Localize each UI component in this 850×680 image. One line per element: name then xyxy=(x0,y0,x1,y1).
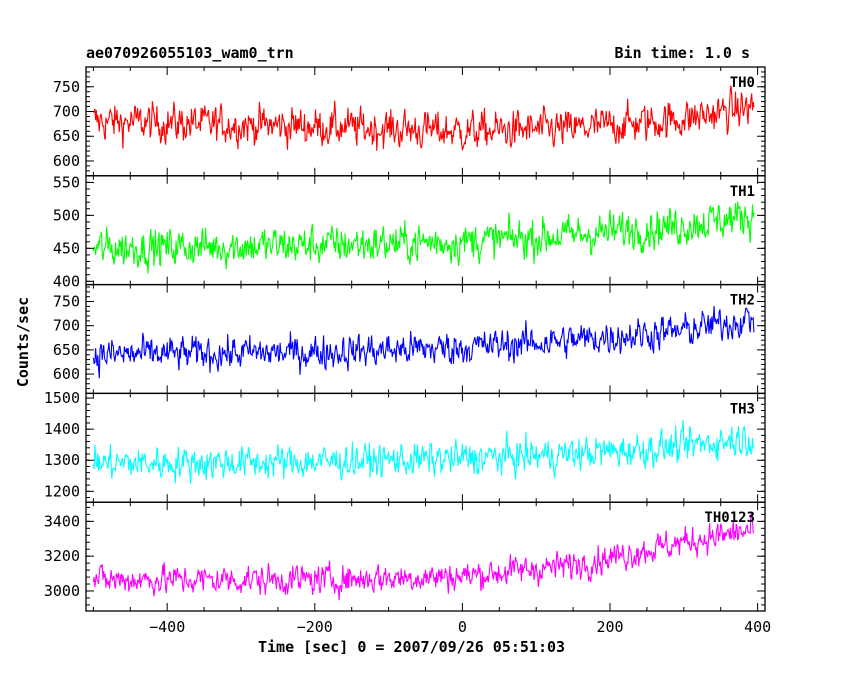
series-label-th1: TH1 xyxy=(730,184,755,200)
y-tick-label: 3000 xyxy=(44,582,80,600)
series-line-th0123 xyxy=(92,512,755,601)
series-label-th0123: TH0123 xyxy=(704,510,755,526)
y-tick-label: 3200 xyxy=(44,547,80,565)
y-tick-label: 1500 xyxy=(44,389,80,407)
y-tick-label: 600 xyxy=(53,152,80,170)
y-tick-label: 400 xyxy=(53,272,80,290)
x-tick-label: −200 xyxy=(297,618,333,636)
series-line-th1 xyxy=(92,201,755,274)
y-tick-label: 650 xyxy=(53,127,80,145)
y-tick-label: 600 xyxy=(53,365,80,383)
y-tick-label: 550 xyxy=(53,173,80,191)
series-line-th3 xyxy=(92,419,755,484)
y-tick-label: 650 xyxy=(53,341,80,359)
y-tick-label: 1300 xyxy=(44,451,80,469)
bin-time-label: Bin time: 1.0 s xyxy=(614,44,750,62)
series-label-th0: TH0 xyxy=(730,75,755,91)
y-tick-label: 750 xyxy=(53,78,80,96)
x-tick-label: 0 xyxy=(458,618,467,636)
y-tick-label: 750 xyxy=(53,293,80,311)
y-tick-label: 450 xyxy=(53,239,80,257)
x-tick-label: 400 xyxy=(744,618,771,636)
y-tick-label: 500 xyxy=(53,206,80,224)
y-tick-label: 3400 xyxy=(44,512,80,530)
series-line-th0 xyxy=(93,85,755,152)
y-tick-label: 700 xyxy=(53,317,80,335)
y-tick-label: 700 xyxy=(53,103,80,121)
series-label-th3: TH3 xyxy=(730,401,755,417)
panel-frame-th1 xyxy=(85,175,766,286)
x-tick-label: 200 xyxy=(596,618,623,636)
series-line-th2 xyxy=(92,305,755,379)
x-tick-label: −400 xyxy=(149,618,185,636)
chart-title: ae070926055103_wam0_trn xyxy=(86,44,294,62)
series-label-th2: TH2 xyxy=(730,293,755,309)
panel-frame-th0123 xyxy=(85,501,766,612)
y-tick-label: 1200 xyxy=(44,482,80,500)
panel-frame-th2 xyxy=(85,283,766,395)
y-axis-label: Counts/sec xyxy=(14,296,33,388)
y-tick-label: 1400 xyxy=(44,420,80,438)
x-axis-label: Time [sec] 0 = 2007/09/26 05:51:03 xyxy=(258,638,566,656)
